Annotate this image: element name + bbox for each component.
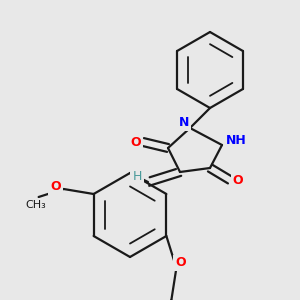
Text: N: N — [179, 116, 189, 130]
Text: O: O — [175, 256, 186, 269]
Text: O: O — [50, 181, 61, 194]
Text: O: O — [233, 173, 243, 187]
Text: H: H — [132, 170, 142, 184]
Text: O: O — [131, 136, 141, 148]
Text: NH: NH — [226, 134, 246, 146]
Text: CH₃: CH₃ — [25, 200, 46, 210]
